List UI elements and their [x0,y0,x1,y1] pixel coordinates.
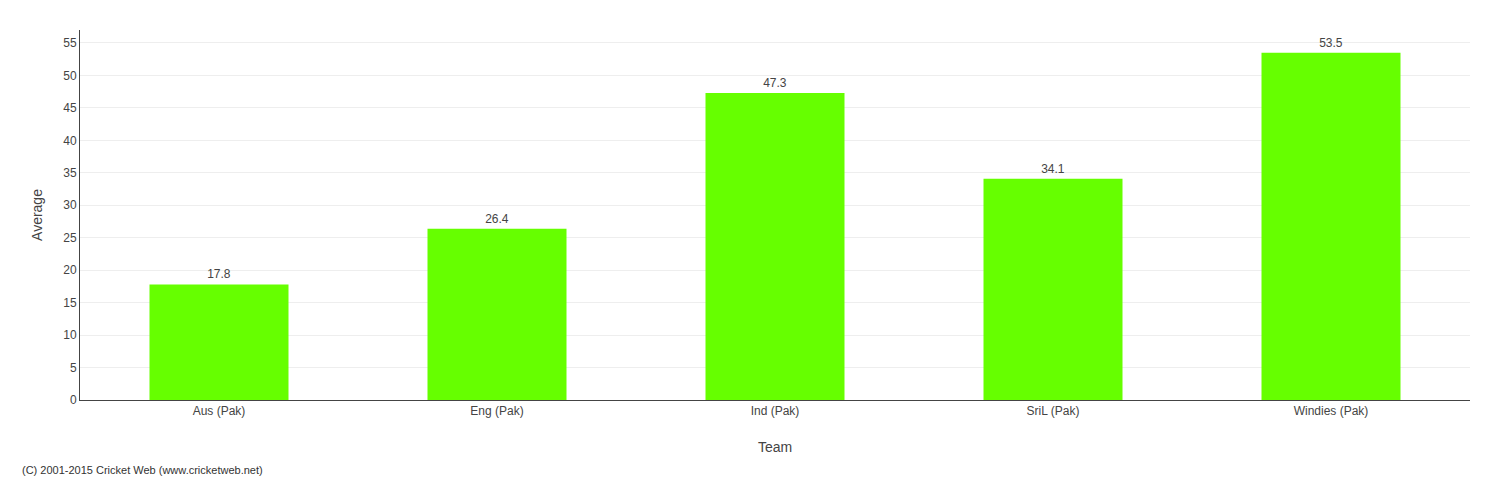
svg-text:40: 40 [63,134,77,148]
svg-text:Team: Team [758,439,792,455]
svg-text:20: 20 [63,263,77,277]
svg-text:35: 35 [63,166,77,180]
svg-text:SriL (Pak): SriL (Pak) [1027,404,1080,418]
svg-text:Aus (Pak): Aus (Pak) [193,404,246,418]
svg-text:Windies (Pak): Windies (Pak) [1294,404,1369,418]
svg-text:30: 30 [63,198,77,212]
svg-text:55: 55 [63,36,77,50]
svg-text:26.4: 26.4 [485,212,509,226]
svg-text:5: 5 [70,361,77,375]
svg-text:45: 45 [63,101,77,115]
svg-text:10: 10 [63,328,77,342]
svg-text:Average: Average [29,189,45,241]
svg-text:47.3: 47.3 [763,76,787,90]
svg-text:Ind (Pak): Ind (Pak) [751,404,800,418]
svg-text:50: 50 [63,69,77,83]
svg-text:(C) 2001-2015 Cricket Web (www: (C) 2001-2015 Cricket Web (www.cricketwe… [22,464,263,476]
svg-text:53.5: 53.5 [1319,36,1343,50]
svg-text:0: 0 [70,393,77,407]
svg-text:34.1: 34.1 [1041,162,1065,176]
svg-text:15: 15 [63,296,77,310]
svg-text:Eng (Pak): Eng (Pak) [470,404,523,418]
svg-text:25: 25 [63,231,77,245]
svg-text:17.8: 17.8 [207,267,231,281]
